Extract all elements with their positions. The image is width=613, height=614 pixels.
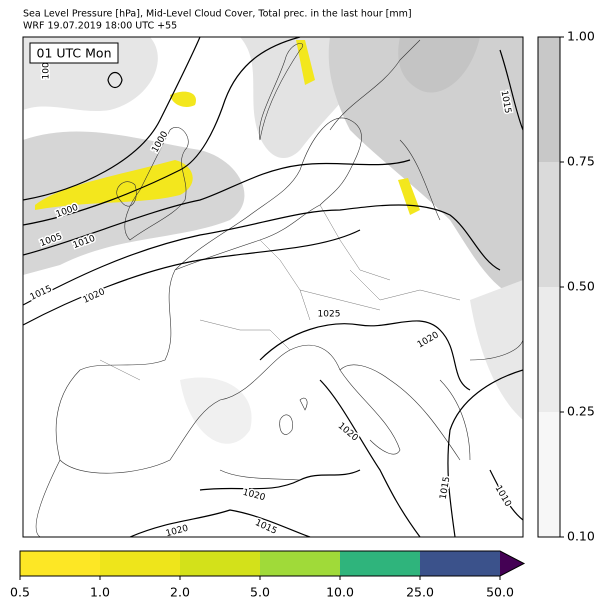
cloud-colorbar: 0.10 0.25 0.50 0.75 1.00 <box>537 29 595 544</box>
colorbar-tick-label: 0.75 <box>567 154 595 169</box>
colorbar-tick-label: 0.25 <box>567 404 595 419</box>
precip-colorbar: 0.5 1.0 2.0 5.0 10.0 25.0 50.0 <box>10 550 526 600</box>
colorbar-tick-label: 1.0 <box>90 585 110 600</box>
isobar-label: 1025 <box>318 310 341 320</box>
colorbar-band <box>538 37 560 162</box>
title-line: Sea Level Pressure [hPa], Mid-Level Clou… <box>23 9 412 20</box>
colorbar-tick-label: 0.50 <box>567 279 595 294</box>
colorbar-band <box>100 551 180 576</box>
colorbar-tick-label: 10.0 <box>326 585 354 600</box>
colorbar-band <box>538 412 560 537</box>
isobars <box>23 37 523 537</box>
colorbar-tick-label: 0.10 <box>567 529 595 544</box>
colorbar-band <box>420 551 500 576</box>
colorbar-band <box>180 551 260 576</box>
time-label: 01 UTC Mon <box>37 46 112 61</box>
colorbar-band <box>538 162 560 287</box>
title-line: WRF 19.07.2019 18:00 UTC +55 <box>23 21 177 32</box>
time-box <box>29 42 119 64</box>
colorbar-frame <box>19 550 526 577</box>
colorbar-extend <box>500 551 524 576</box>
colorbar-band <box>538 287 560 412</box>
borders <box>99 204 461 381</box>
colorbar-tick-label: 0.5 <box>10 585 30 600</box>
colorbar-tick-label: 25.0 <box>406 585 434 600</box>
coastlines <box>35 39 523 537</box>
colorbar-tick-label: 50.0 <box>486 585 514 600</box>
map-frame <box>22 36 524 538</box>
colorbar-tick-label: 5.0 <box>250 585 270 600</box>
colorbar-tick-label: 1.00 <box>567 29 595 44</box>
colorbar-band <box>340 551 420 576</box>
colorbar-tick-label: 2.0 <box>170 585 190 600</box>
colorbar-band <box>20 551 100 576</box>
colorbar-band <box>260 551 340 576</box>
